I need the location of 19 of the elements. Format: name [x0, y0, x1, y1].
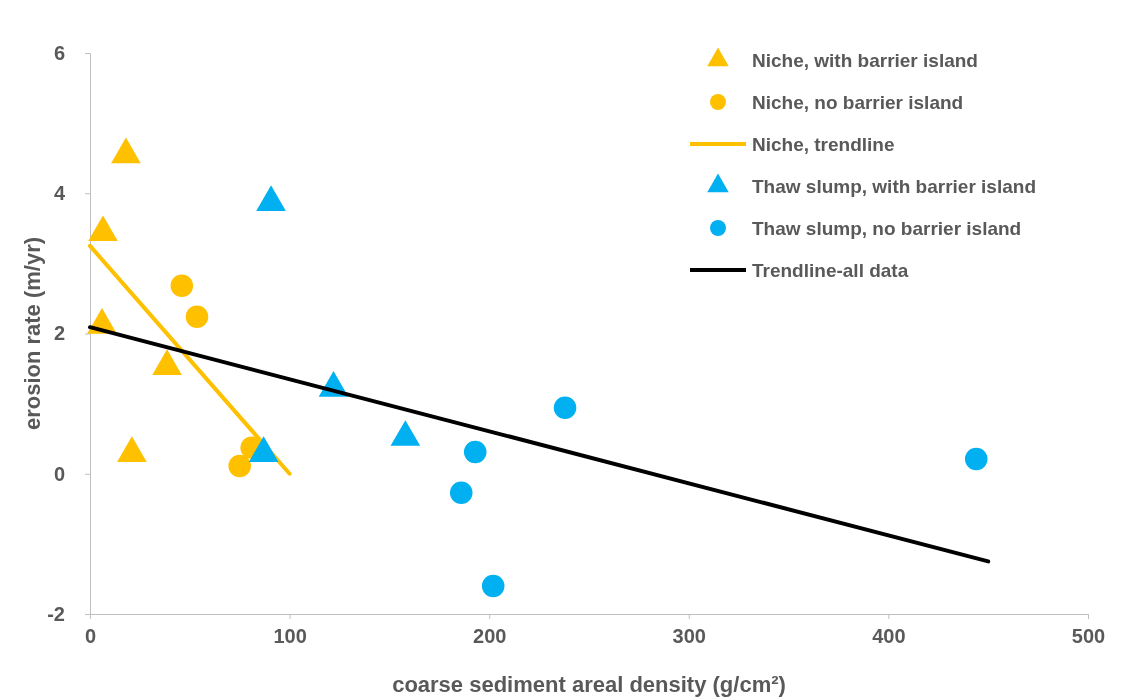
y-tick-label: -2 [47, 602, 65, 625]
legend-label: Thaw slump, with barrier island [752, 176, 1036, 197]
x-tick-label: 300 [672, 625, 706, 648]
x-tick-label: 400 [872, 625, 906, 648]
legend-label: Niche, trendline [752, 134, 895, 155]
legend-label: Thaw slump, no barrier island [752, 218, 1022, 239]
x-tick-label: 0 [84, 625, 97, 648]
y-tick-label: 2 [53, 322, 65, 345]
y-axis-title: erosion rate (m/yr) [20, 236, 45, 431]
x-axis-title: coarse sediment areal density (g/cm²) [392, 672, 786, 697]
y-tick-label: 6 [53, 41, 65, 64]
legend-label: Niche, no barrier island [752, 92, 964, 113]
legend-label: Trendline-all data [752, 260, 909, 281]
y-tick-label: 4 [53, 182, 66, 205]
x-tick-label: 100 [273, 625, 307, 648]
x-tick-label: 200 [473, 625, 507, 648]
y-tick-label: 0 [53, 462, 65, 485]
legend-label: Niche, with barrier island [752, 50, 978, 71]
x-tick-label: 500 [1071, 625, 1106, 648]
